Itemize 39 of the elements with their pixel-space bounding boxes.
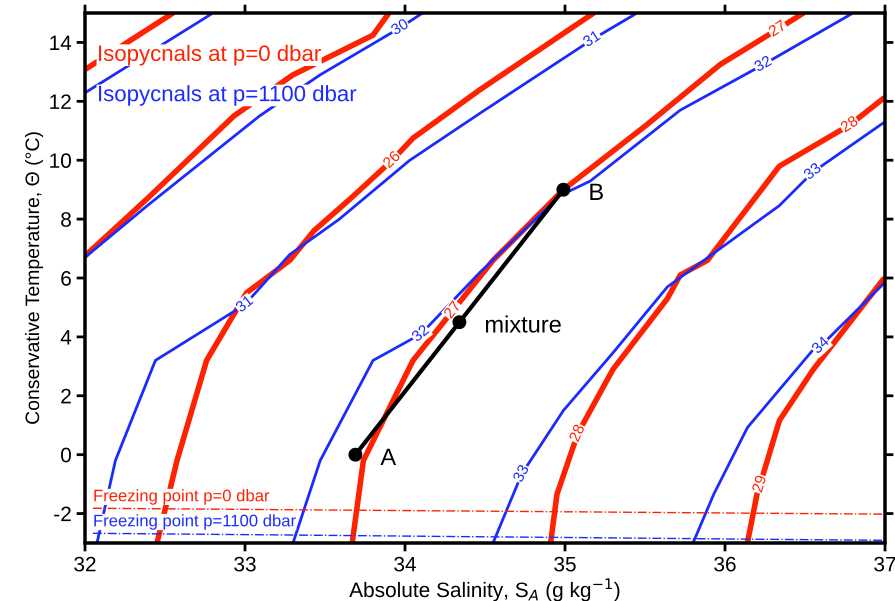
annotation: mixture	[486, 315, 561, 333]
point	[348, 448, 362, 462]
y-tick-label: 4	[60, 330, 72, 344]
annotation: 34	[810, 335, 830, 354]
x-tick-label: 36	[714, 556, 736, 572]
annotation: B	[590, 184, 603, 200]
annotation: 30	[390, 18, 410, 36]
annotation: 28	[840, 114, 859, 133]
annotation: 32	[410, 324, 430, 342]
annotation: 28	[568, 424, 585, 442]
annotation: 32	[753, 54, 772, 72]
annotation: 27	[442, 300, 461, 319]
x-tick-label: 32	[74, 556, 96, 572]
y-tick-label: 14	[50, 36, 72, 50]
x-tick-label: 35	[554, 556, 576, 572]
annotation: 33	[802, 162, 822, 180]
series-label: Isopycnals at p=1100 dbar	[99, 85, 356, 106]
x-axis-title: Absolute Salinity, S$_{A}$ (g kg$^{−1}$)	[349, 578, 620, 601]
x-tick-label: 34	[394, 556, 416, 572]
annotation: 31	[582, 30, 601, 48]
y-tick-label: -2	[54, 506, 71, 522]
annotation: A	[380, 448, 396, 465]
annotation: 27	[768, 19, 786, 37]
x-tick-label: 33	[234, 556, 256, 572]
annotation: Freezing point p=1100 dbar	[94, 514, 296, 530]
annotation: 26	[382, 150, 401, 169]
y-axis-title: Conservative Temperature, Θ (°C)	[24, 132, 44, 424]
y-tick-label: 10	[50, 153, 71, 168]
y-tick-label: 6	[61, 271, 71, 286]
annotation: 33	[512, 464, 530, 483]
annotation: 31	[234, 294, 254, 313]
annotation: Freezing point p=0 dbar	[94, 489, 270, 505]
series-label: Isopycnals at p=0 dbar	[99, 44, 321, 66]
y-tick-label: 8	[61, 212, 71, 227]
y-tick-label: 12	[50, 94, 71, 109]
y-tick-label: 0	[61, 448, 71, 462]
y-tick-label: 2	[61, 388, 71, 404]
annotation: 29	[752, 474, 766, 493]
point	[556, 182, 570, 197]
